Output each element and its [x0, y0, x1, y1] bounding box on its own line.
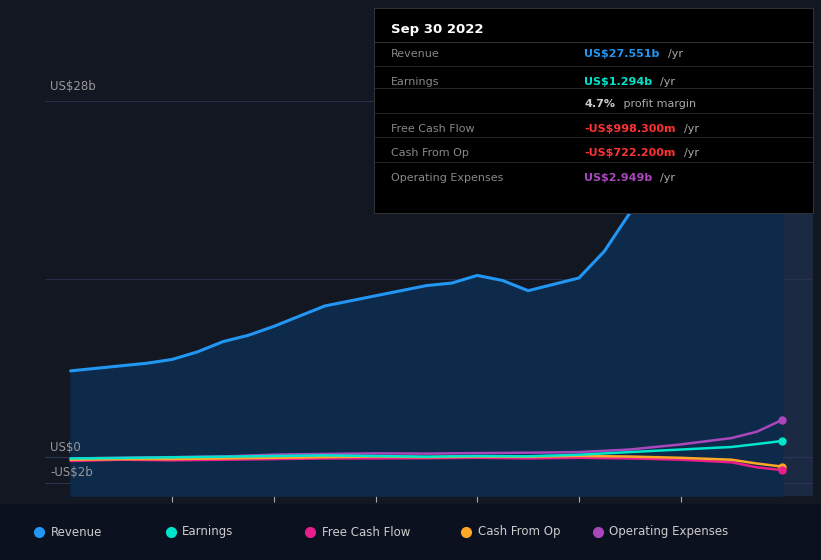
Text: Cash From Op: Cash From Op — [478, 525, 560, 539]
Bar — [663, 76, 813, 496]
Text: Free Cash Flow: Free Cash Flow — [391, 124, 475, 134]
Text: -US$2b: -US$2b — [50, 466, 93, 479]
Text: profit margin: profit margin — [621, 99, 696, 109]
Text: -US$998.300m: -US$998.300m — [585, 124, 676, 134]
Text: Sep 30 2022: Sep 30 2022 — [391, 23, 484, 36]
Text: -US$722.200m: -US$722.200m — [585, 148, 676, 158]
Text: Revenue: Revenue — [391, 49, 440, 59]
Text: /yr: /yr — [660, 77, 675, 87]
Text: /yr: /yr — [684, 148, 699, 158]
Text: Free Cash Flow: Free Cash Flow — [322, 525, 410, 539]
Text: US$2.949b: US$2.949b — [585, 173, 653, 183]
Text: Cash From Op: Cash From Op — [391, 148, 469, 158]
Text: Revenue: Revenue — [51, 525, 103, 539]
Text: US$28b: US$28b — [50, 81, 96, 94]
Text: Operating Expenses: Operating Expenses — [609, 525, 728, 539]
Text: Earnings: Earnings — [182, 525, 234, 539]
Text: /yr: /yr — [660, 173, 675, 183]
Text: /yr: /yr — [667, 49, 683, 59]
Text: Operating Expenses: Operating Expenses — [391, 173, 503, 183]
Text: US$27.551b: US$27.551b — [585, 49, 660, 59]
Text: US$0: US$0 — [50, 441, 81, 454]
Text: US$1.294b: US$1.294b — [585, 77, 653, 87]
Text: 4.7%: 4.7% — [585, 99, 616, 109]
Text: /yr: /yr — [684, 124, 699, 134]
Text: Earnings: Earnings — [391, 77, 439, 87]
